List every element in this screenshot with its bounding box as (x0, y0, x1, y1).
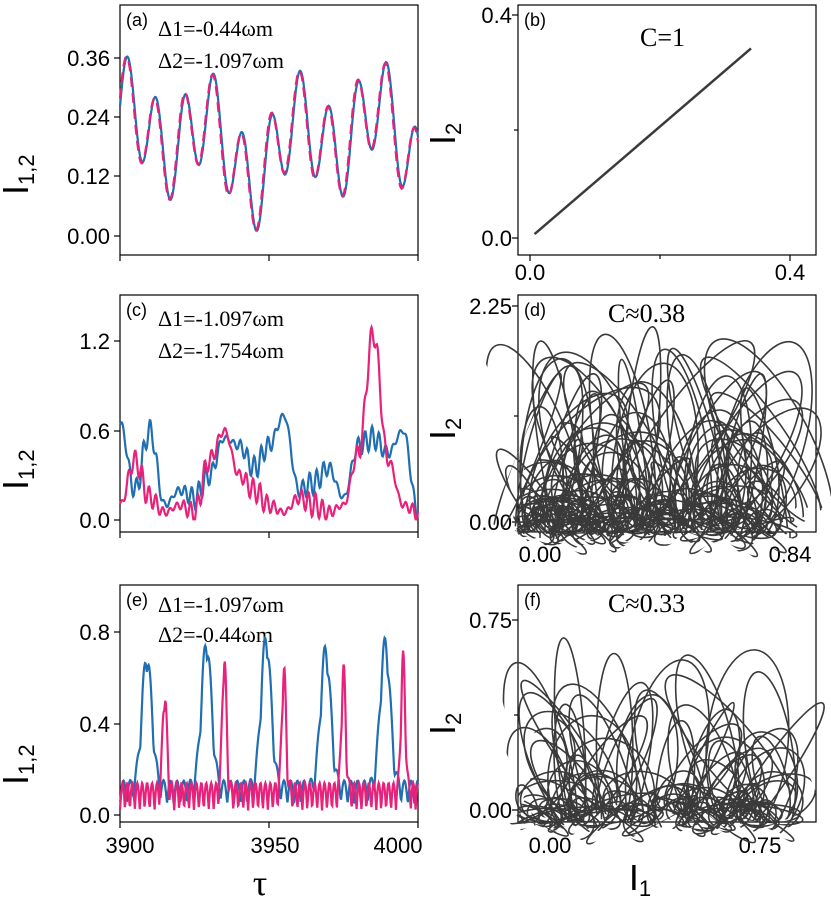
panel-e-xtick-1: 3950 (251, 833, 300, 858)
panel-d-xtick-0: 0.00 (519, 542, 562, 567)
panel-f-trajectory-loop (633, 689, 713, 867)
panel-f-trajectory-loop (567, 807, 655, 824)
panel-a-ytick-2: 0.24 (67, 105, 110, 130)
svg-text:I2: I2 (422, 713, 466, 735)
y-label-d: I2 (422, 418, 466, 440)
svg-text:I1,2: I1,2 (0, 154, 39, 195)
panel-f-xtick-1: 0.75 (739, 833, 782, 858)
panel-c-line-blue (119, 412, 418, 521)
panel-a-label: (a) (126, 10, 148, 30)
panel-b-label: (b) (524, 10, 546, 30)
x-label-i1: I1 (629, 857, 651, 901)
y-label-f-sub: 2 (441, 713, 466, 725)
panel-d-xtick-1: 0.84 (769, 542, 812, 567)
panel-d-c: C≈0.38 (608, 299, 685, 328)
panel-e-line-blue (118, 635, 419, 804)
panel-c-ytick-2: 1.2 (79, 329, 110, 354)
panel-b-diagonal-line (533, 47, 752, 236)
panel-b-c: C=1 (640, 23, 685, 52)
y-label-a-sub: 1,2 (14, 154, 39, 185)
y-label-f-main: I (422, 725, 463, 735)
panel-e-delta1: Δ1=-1.097ωm (158, 592, 284, 617)
panel-e-xtick-0: 3900 (106, 833, 155, 858)
panel-d-trajectory-loop (720, 420, 769, 539)
panel-c-delta2: Δ2=-1.754ωm (158, 338, 284, 363)
y-label-b: I2 (422, 123, 466, 145)
panel-e-label: (e) (126, 590, 148, 610)
panel-d-ytick-0: 0.00 (469, 510, 512, 535)
panel-b-ytick-1: 0.4 (481, 3, 512, 28)
panel-a-ytick-0: 0.00 (67, 224, 110, 249)
panel-b-xtick-1: 0.4 (775, 260, 806, 285)
y-label-d-sub: 2 (441, 418, 466, 430)
panel-e-ytick-1: 0.4 (79, 712, 110, 737)
panel-f-ytick-0: 0.00 (469, 798, 512, 823)
panel-e-ytick-2: 0.8 (79, 620, 110, 645)
y-label-c-sub: 1,2 (14, 449, 39, 480)
panel-d-ytick-1: 2.25 (469, 294, 512, 319)
y-label-c: I1,2 (0, 449, 39, 490)
svg-text:I2: I2 (422, 123, 466, 145)
panel-b-xtick-0: 0.0 (515, 260, 546, 285)
svg-text:I2: I2 (422, 418, 466, 440)
y-label-b-main: I (422, 135, 463, 145)
panel-f-xtick-0: 0.00 (529, 833, 572, 858)
panel-a-delta2: Δ2=-1.097ωm (158, 48, 284, 73)
panel-b-ytick-0: 0.0 (481, 226, 512, 251)
panel-e-series (118, 635, 420, 811)
panel-d-label: (d) (524, 300, 546, 320)
y-label-c-main: I (0, 480, 36, 490)
panel-a-delta1: Δ1=-0.44ωm (158, 16, 273, 41)
panel-b-series (533, 47, 752, 236)
panel-f-trajectory-loop (654, 719, 696, 838)
panel-c-label: (c) (126, 300, 147, 320)
panel-f-trajectory-loop (717, 701, 825, 840)
svg-text:I1,2: I1,2 (0, 449, 39, 490)
panel-a-series (118, 55, 420, 232)
panel-f-label: (f) (524, 590, 541, 610)
x-label-i1-main: I (629, 857, 639, 898)
panel-d-trajectory-loop (519, 357, 595, 543)
panel-e-delta2: Δ2=-0.44ωm (158, 622, 273, 647)
panel-e-line-pink (118, 650, 420, 811)
panel-c-line-pink (118, 323, 420, 522)
y-label-e-main: I (0, 775, 36, 785)
y-label-a-main: I (0, 185, 36, 195)
y-label-f: I2 (422, 713, 466, 735)
panel-f-trajectory-loop (502, 661, 578, 826)
panel-a-line-pink (118, 55, 420, 232)
y-label-d-main: I (422, 430, 463, 440)
x-label-i1-sub: 1 (639, 876, 651, 901)
panel-f-ytick-1: 0.75 (469, 608, 512, 633)
y-label-b-sub: 2 (441, 123, 466, 135)
panel-a-ytick-3: 0.36 (67, 46, 110, 71)
panel-d-trajectory-loop (618, 479, 652, 534)
panel-f-frame (517, 584, 817, 823)
panel-c-delta1: Δ1=-1.097ωm (158, 306, 284, 331)
panel-f-trajectory-loop (518, 691, 601, 834)
svg-text:I1,2: I1,2 (0, 744, 39, 785)
panel-e-ytick-0: 0.0 (79, 803, 110, 828)
panel-c-ytick-0: 0.0 (79, 508, 110, 533)
panel-f-trajectory-loop (551, 683, 644, 846)
panel-c-ytick-1: 0.6 (79, 419, 110, 444)
panel-c-series (118, 323, 420, 522)
panel-a-ytick-1: 0.12 (67, 164, 110, 189)
y-label-a: I1,2 (0, 154, 39, 195)
x-label-tau: τ (253, 863, 267, 902)
panel-f-trajectory-loop (595, 652, 634, 823)
panel-f-trajectory-loop (720, 727, 799, 842)
y-label-e: I1,2 (0, 744, 39, 785)
panel-f-trajectory-loop (553, 637, 587, 826)
panel-e-xtick-2: 4000 (374, 833, 423, 858)
y-label-e-sub: 1,2 (14, 744, 39, 775)
panel-f-c: C≈0.33 (608, 589, 685, 618)
